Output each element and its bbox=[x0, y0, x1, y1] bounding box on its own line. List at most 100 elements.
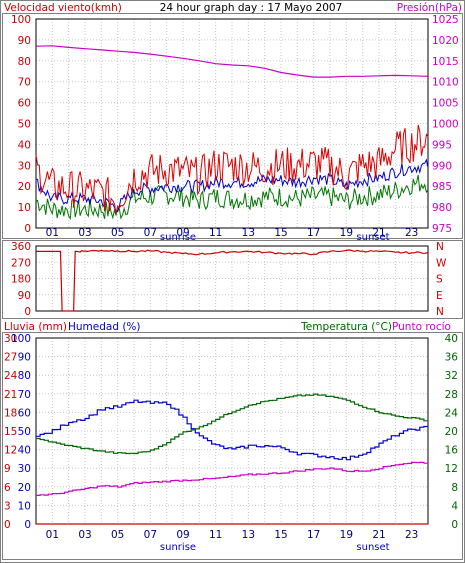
y-tick-label: 30 bbox=[4, 333, 17, 345]
y-tick-label: 80 bbox=[18, 56, 31, 68]
x-tick-label: 15 bbox=[274, 529, 287, 541]
y-tick-label: 100 bbox=[11, 14, 31, 26]
chart1-sunrise-label: sunrise bbox=[160, 232, 196, 243]
compass-label: W bbox=[436, 257, 447, 269]
pressure-axis-label: Presión(hPa) bbox=[397, 2, 462, 14]
humidity-line bbox=[36, 399, 428, 461]
x-tick-label: 01 bbox=[46, 227, 59, 239]
y-tick-label: 40 bbox=[18, 139, 31, 151]
y-tick-label: 990 bbox=[432, 160, 452, 172]
x-tick-label: 11 bbox=[209, 529, 222, 541]
chart3-rain-ticks: 0 3 6 9 12 15 18 21 24 27 30 bbox=[4, 333, 18, 531]
y-tick-label: 1020 bbox=[432, 35, 459, 47]
chart1-right-ticks: 975 980 985 990 995 1000 1005 1010 1015 1020 1025 bbox=[432, 14, 459, 235]
y-tick-label: 90 bbox=[18, 290, 31, 302]
rain-axis-label: Lluvia (mm) bbox=[4, 321, 67, 333]
x-tick-label: 17 bbox=[307, 529, 320, 541]
y-tick-label: 975 bbox=[432, 223, 452, 235]
temperature-line bbox=[36, 393, 428, 455]
y-tick-label: 18 bbox=[4, 407, 17, 419]
chart2-frame bbox=[2, 240, 463, 319]
y-tick-label: 16 bbox=[445, 445, 459, 457]
y-tick-label: 90 bbox=[18, 352, 31, 364]
compass-label: S bbox=[436, 274, 443, 286]
y-tick-label: 12 bbox=[4, 445, 17, 457]
y-tick-label: 60 bbox=[18, 98, 31, 110]
y-tick-label: 6 bbox=[4, 482, 11, 494]
compass-label: N bbox=[436, 306, 444, 318]
x-tick-label: 09 bbox=[176, 529, 189, 541]
x-tick-label: 13 bbox=[242, 227, 255, 239]
y-tick-label: 12 bbox=[445, 463, 458, 475]
chart1-sunset-label: sunset bbox=[356, 232, 389, 243]
y-tick-label: 980 bbox=[432, 202, 452, 214]
x-tick-label: 03 bbox=[78, 227, 91, 239]
chart2-grid bbox=[35, 245, 429, 312]
y-tick-label: 90 bbox=[18, 35, 31, 47]
y-tick-label: 28 bbox=[445, 389, 458, 401]
x-tick-label: 03 bbox=[78, 529, 91, 541]
y-tick-label: 36 bbox=[445, 352, 459, 364]
y-tick-label: 20 bbox=[18, 482, 31, 494]
chart3-sunrise-label: sunrise bbox=[160, 542, 196, 553]
chart3-series bbox=[36, 393, 429, 525]
wind-series-red-line bbox=[35, 124, 429, 214]
y-tick-label: 1025 bbox=[432, 14, 459, 26]
y-tick-label: 24 bbox=[445, 407, 459, 419]
compass-label: N bbox=[436, 241, 444, 253]
humidity-axis-label: Humedad (%) bbox=[68, 321, 141, 333]
y-tick-label: 995 bbox=[432, 139, 452, 151]
y-tick-label: 80 bbox=[18, 370, 31, 382]
y-tick-label: 40 bbox=[445, 333, 458, 345]
y-tick-label: 360 bbox=[11, 241, 31, 253]
x-tick-label: 17 bbox=[307, 227, 320, 239]
y-tick-label: 10 bbox=[18, 500, 31, 512]
chart3-temperature-ticks: 0 4 8 12 16 20 24 28 32 36 40 bbox=[445, 333, 459, 531]
y-tick-label: 0 bbox=[24, 223, 31, 235]
y-tick-label: 70 bbox=[18, 389, 31, 401]
chart1-x-ticks: 01 03 05 07 09 11 13 15 17 19 21 23 bbox=[46, 227, 419, 239]
x-tick-label: 09 bbox=[176, 227, 189, 239]
y-tick-label: 985 bbox=[432, 181, 452, 193]
y-tick-label: 1000 bbox=[432, 119, 459, 131]
x-tick-label: 01 bbox=[46, 529, 59, 541]
chart3-humidity-ticks: 0 10 20 30 40 50 60 70 80 90 100 bbox=[11, 333, 31, 531]
plot-area-border bbox=[35, 18, 429, 229]
x-tick-label: 19 bbox=[340, 529, 353, 541]
y-tick-label: 20 bbox=[18, 181, 31, 193]
chart1-left-ticks: 0 10 20 30 40 50 60 70 80 90 100 bbox=[11, 14, 31, 235]
compass-label: E bbox=[436, 290, 443, 302]
y-tick-label: 27 bbox=[4, 352, 17, 364]
y-tick-label: 3 bbox=[4, 500, 11, 512]
x-tick-label: 11 bbox=[209, 227, 222, 239]
dewpoint-line bbox=[36, 461, 429, 496]
pressure-line bbox=[35, 45, 429, 78]
y-tick-label: 0 bbox=[24, 306, 31, 318]
x-tick-label: 13 bbox=[242, 529, 255, 541]
y-tick-label: 0 bbox=[24, 519, 31, 531]
y-tick-label: 70 bbox=[18, 77, 31, 89]
x-tick-label: 21 bbox=[372, 227, 385, 239]
y-tick-label: 0 bbox=[4, 519, 11, 531]
y-tick-label: 9 bbox=[4, 463, 11, 475]
y-tick-label: 1005 bbox=[432, 98, 459, 110]
chart3-sunset-label: sunset bbox=[356, 542, 389, 553]
x-tick-label: 07 bbox=[144, 529, 157, 541]
y-tick-label: 10 bbox=[18, 202, 31, 214]
y-tick-label: 1010 bbox=[432, 77, 459, 89]
chart-title: 24 hour graph day : 17 Mayo 2007 bbox=[160, 2, 343, 14]
x-tick-label: 07 bbox=[144, 227, 157, 239]
y-tick-label: 30 bbox=[18, 463, 31, 475]
plot-area-border bbox=[35, 245, 429, 312]
chart2-series bbox=[36, 249, 429, 312]
y-tick-label: 1015 bbox=[432, 56, 459, 68]
x-tick-label: 05 bbox=[111, 227, 124, 239]
y-tick-label: 0 bbox=[451, 519, 458, 531]
y-tick-label: 180 bbox=[11, 274, 31, 286]
chart1-series bbox=[35, 45, 429, 221]
x-tick-label: 23 bbox=[405, 529, 418, 541]
